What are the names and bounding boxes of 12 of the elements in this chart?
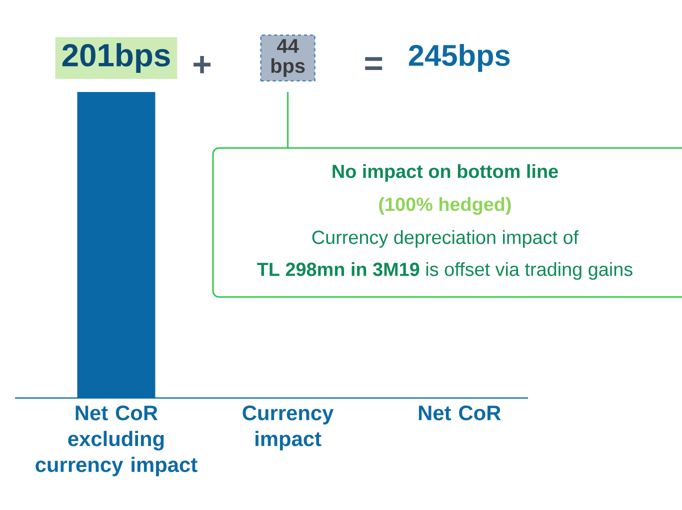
- annotation: (100% hedged): [379, 197, 511, 215]
- annotation: No impact on bottom line: [332, 164, 558, 182]
- annotation: Currency depreciation impact of: [312, 230, 579, 248]
- text: =: [365, 57, 382, 70]
- data-label: 201bps: [62, 43, 170, 73]
- text: 245bps: [408, 44, 510, 72]
- text: +: [194, 56, 211, 74]
- text: 44 bps: [271, 39, 305, 77]
- annotation: TL 298mn in 3M19 is offset via trading gains: [257, 262, 632, 280]
- x-tick-label: Currency impact: [242, 406, 334, 450]
- x-tick-label: Net CoR: [418, 406, 501, 420]
- x-tick-label: Net CoR excluding currency impact: [36, 406, 198, 476]
